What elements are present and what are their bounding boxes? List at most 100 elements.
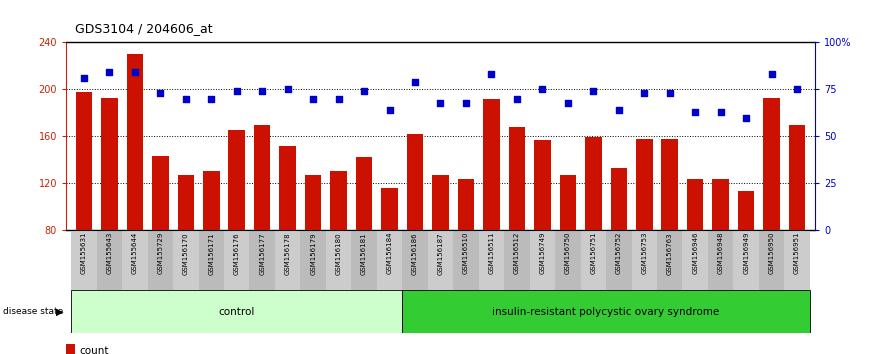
Bar [759,230,784,290]
Bar [555,230,581,290]
Text: GSM156511: GSM156511 [488,232,494,274]
Bar [228,130,245,230]
Bar [152,156,168,230]
Bar [559,175,576,230]
Text: GSM156951: GSM156951 [794,232,800,274]
Text: GSM156749: GSM156749 [539,232,545,274]
Bar [76,92,93,230]
Point [128,70,142,75]
Bar [177,175,194,230]
Text: control: control [218,307,255,316]
Bar [97,230,122,290]
Bar [733,230,759,290]
Point [382,107,396,113]
Text: GSM156180: GSM156180 [336,232,342,275]
Point [204,96,218,102]
Bar [687,178,704,230]
Text: GSM155631: GSM155631 [81,232,87,274]
Text: GSM156753: GSM156753 [641,232,648,274]
Point [357,88,371,94]
Bar [763,98,780,230]
Bar [508,127,525,230]
Bar [326,230,352,290]
Point [637,90,651,96]
Bar [433,175,448,230]
Bar [71,290,403,333]
Point [561,100,575,105]
Point [663,90,677,96]
Text: GSM156949: GSM156949 [744,232,749,274]
Bar [504,230,529,290]
Point [536,86,550,92]
Bar [173,230,198,290]
Bar [428,230,453,290]
Text: GSM156750: GSM156750 [565,232,571,274]
Bar [662,139,678,230]
Bar [352,230,377,290]
Bar [713,178,729,230]
Point [255,88,270,94]
Text: GSM156184: GSM156184 [387,232,393,274]
Bar [453,230,478,290]
Bar [478,230,504,290]
Point [179,96,193,102]
Bar [529,230,555,290]
Point [77,75,91,81]
Bar [356,158,373,230]
Text: GSM156510: GSM156510 [463,232,469,274]
Text: GSM156170: GSM156170 [182,232,189,275]
Text: GSM156177: GSM156177 [259,232,265,275]
Text: ▶: ▶ [56,307,63,316]
Text: GSM155644: GSM155644 [132,232,137,274]
Bar [203,171,219,230]
Point [331,96,345,102]
Point [765,72,779,77]
Point [790,86,804,92]
Bar [403,290,810,333]
Bar [611,168,627,230]
Point [153,90,167,96]
Point [586,88,600,94]
Bar [784,230,810,290]
Bar [66,344,75,354]
Bar [198,230,224,290]
Bar [683,230,708,290]
Point [688,109,702,115]
Bar [275,230,300,290]
Bar [71,230,97,290]
Bar [330,171,347,230]
Text: GSM156948: GSM156948 [718,232,723,274]
Text: GSM156176: GSM156176 [233,232,240,275]
Bar [407,134,423,230]
Point [485,72,499,77]
Text: count: count [79,346,109,354]
Text: disease state: disease state [3,307,63,316]
Text: GSM156512: GSM156512 [514,232,520,274]
Text: GSM156752: GSM156752 [616,232,622,274]
Point [714,109,728,115]
Text: insulin-resistant polycystic ovary syndrome: insulin-resistant polycystic ovary syndr… [492,307,720,316]
Bar [585,137,602,230]
Text: GSM156950: GSM156950 [768,232,774,274]
Point [611,107,626,113]
Text: GSM156946: GSM156946 [692,232,699,274]
Bar [377,230,403,290]
Bar [458,178,474,230]
Bar [788,125,805,230]
Bar [632,230,657,290]
Text: GDS3104 / 204606_at: GDS3104 / 204606_at [75,22,212,35]
Bar [101,98,118,230]
Bar [581,230,606,290]
Bar [606,230,632,290]
Bar [224,230,249,290]
Text: GSM156178: GSM156178 [285,232,291,275]
Bar [305,175,322,230]
Bar [381,188,398,230]
Bar [254,125,270,230]
Text: GSM156181: GSM156181 [361,232,367,275]
Text: GSM156179: GSM156179 [310,232,316,275]
Point [510,96,524,102]
Text: GSM155643: GSM155643 [107,232,113,274]
Bar [738,192,754,230]
Text: GSM155729: GSM155729 [158,232,163,274]
